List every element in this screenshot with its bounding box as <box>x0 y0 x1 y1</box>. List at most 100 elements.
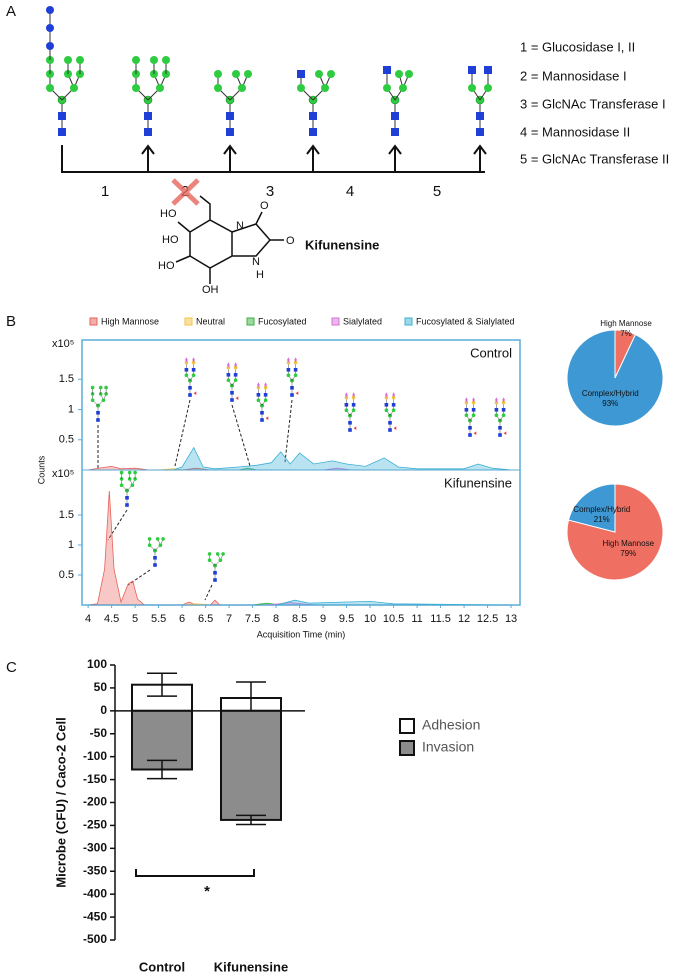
pathway-diagram: 1 2 3 4 5 1 = Glucosidase I, II 2 = Mann… <box>46 6 669 296</box>
step-label: 4 <box>346 183 354 200</box>
x-tick-label: 8 <box>273 613 279 625</box>
enzyme-label: 4 = Mannosidase II <box>520 124 630 139</box>
x-tick-label: 4 <box>85 613 91 625</box>
error-bar <box>147 759 177 780</box>
y-tick-label: -200 <box>83 795 107 809</box>
x-tick-label: 7.5 <box>245 613 260 625</box>
legend-label: Fucosylated <box>258 316 307 326</box>
enzyme-label: 2 = Mannosidase I <box>520 68 627 83</box>
chem-label: OH <box>202 284 219 296</box>
chem-label: O <box>260 200 269 212</box>
x-tick-label: Control <box>139 959 185 974</box>
legend-label: Sialylated <box>343 316 382 326</box>
x-tick-label: 7 <box>226 613 232 625</box>
x-tick-label: 5.5 <box>151 613 166 625</box>
glycan <box>132 56 170 136</box>
pie-value-label: 93% <box>602 399 618 408</box>
y-tick-label: 100 <box>87 657 107 671</box>
y-tick-label: -250 <box>83 818 107 832</box>
y-tick-label: -450 <box>83 909 107 923</box>
panel-label: A <box>6 3 16 20</box>
chromatogram-area <box>88 446 512 471</box>
legend-label: Neutral <box>196 316 225 326</box>
x-tick-label: 6 <box>179 613 185 625</box>
legend-swatch <box>89 317 98 326</box>
significance-label: * <box>204 883 210 900</box>
pie-value-label: 21% <box>594 515 610 524</box>
legend-swatch <box>246 317 255 326</box>
x-tick-label: 11.5 <box>430 613 451 625</box>
chromatogram-area <box>88 490 512 606</box>
pie-value-label: 79% <box>620 549 636 558</box>
chem-label: HO <box>162 234 179 246</box>
y-axis-label: Counts <box>36 455 46 484</box>
chem-label: H <box>256 269 264 281</box>
y-tick-label: -300 <box>83 841 107 855</box>
chem-label: N <box>236 220 244 232</box>
y-tick-label: 1.5 <box>59 373 74 385</box>
x-axis-label: Acquisition Time (min) <box>257 629 346 639</box>
x-tick-label: 10 <box>364 613 376 625</box>
chem-label: N <box>252 256 260 268</box>
x-tick-label: 13 <box>505 613 517 625</box>
y-tick-label: -350 <box>83 863 107 877</box>
y-tick-label: 50 <box>94 680 108 694</box>
error-bar <box>147 672 177 697</box>
chromatogram-area <box>88 599 512 606</box>
chem-label: HO <box>158 260 175 272</box>
legend-swatch <box>331 317 340 326</box>
bar <box>220 709 282 821</box>
x-tick-label: 11 <box>411 613 422 625</box>
panel-label: C <box>6 659 17 676</box>
pie-label: High Mannose <box>600 319 652 328</box>
error-bar <box>236 814 266 826</box>
glycan <box>468 66 492 137</box>
x-tick-label: 12 <box>458 613 470 625</box>
y-tick-label: -400 <box>83 886 107 900</box>
x-tick-label: 5 <box>132 613 138 625</box>
pie-label: Complex/Hybrid <box>582 389 639 398</box>
enzyme-label: 3 = GlcNAc Transferase I <box>520 96 666 111</box>
x-tick-label: 10.5 <box>383 613 404 625</box>
pie-slice <box>566 329 664 427</box>
legend-swatch <box>184 317 193 326</box>
glycan <box>383 66 413 137</box>
chem-label: O <box>286 235 295 247</box>
y-tick-label: 0.5 <box>59 434 74 446</box>
legend-label: Invasion <box>422 739 474 755</box>
y-tick-label: 0 <box>100 703 107 717</box>
y-tick-label: 1 <box>68 539 74 551</box>
chem-label: HO <box>160 208 177 220</box>
glycan-annotations <box>91 357 507 601</box>
legend-swatch <box>399 718 415 734</box>
y-multiplier: x10⁵ <box>52 468 74 480</box>
legend-swatch <box>404 317 413 326</box>
y-tick-label: -100 <box>83 749 107 763</box>
x-tick-label: 8.5 <box>292 613 307 625</box>
y-tick-label: 0.5 <box>59 569 74 581</box>
y-tick-label: 1 <box>68 403 74 415</box>
chart-title: Kifunensine <box>444 475 512 490</box>
step-label: 5 <box>433 183 441 200</box>
chemical-structure <box>175 195 284 284</box>
chromatogram-frame <box>81 339 521 606</box>
pie-label: High Mannose <box>602 539 654 548</box>
y-multiplier: x10⁵ <box>52 338 74 350</box>
step-label: 1 <box>101 183 109 200</box>
x-tick-label: 9.5 <box>339 613 354 625</box>
x-tick-label: 12.5 <box>477 613 498 625</box>
glycan <box>214 70 252 136</box>
inhibition-cross <box>171 178 200 206</box>
y-axis-label: Microbe (CFU) / Caco-2 Cell <box>53 717 68 887</box>
legend-label: High Mannose <box>101 316 159 326</box>
y-tick-label: -50 <box>90 726 108 740</box>
glycan <box>297 70 335 136</box>
significance-bracket <box>135 869 255 877</box>
pie-slice <box>566 483 664 581</box>
enzyme-label: 1 = Glucosidase I, II <box>520 39 635 54</box>
enzyme-label: 5 = GlcNAc Transferase II <box>520 151 669 166</box>
legend-label: Fucosylated & Sialylated <box>416 316 515 326</box>
pie-label: Complex/Hybrid <box>573 505 630 514</box>
pie-value-label: 7% <box>620 329 632 338</box>
